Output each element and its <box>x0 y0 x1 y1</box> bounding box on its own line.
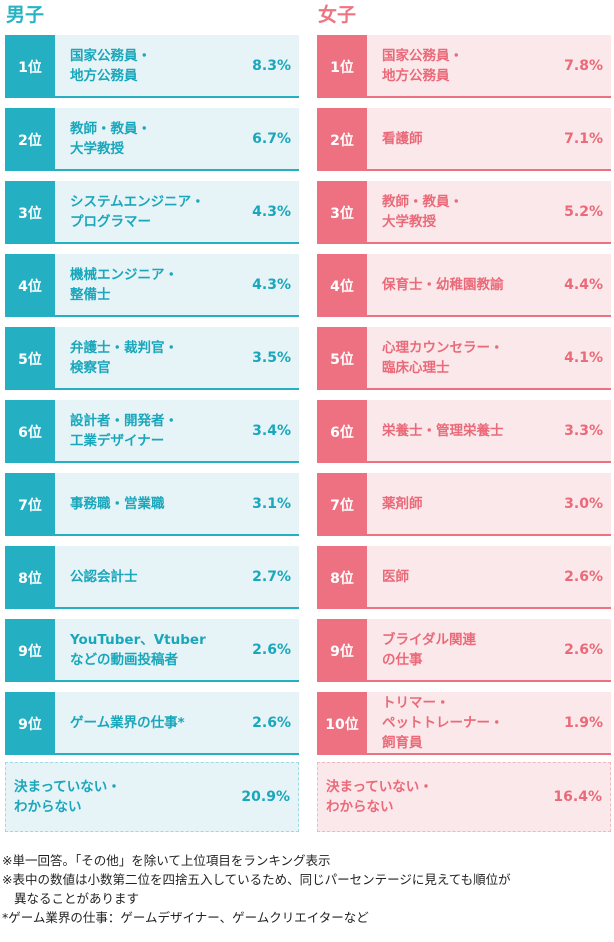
undecided-percentage: 16.4% <box>553 789 602 805</box>
occupation-name: 栄養士・管理栄養士 <box>382 422 504 439</box>
percentage: 3.1% <box>252 495 291 512</box>
ranking-row: 6位 設計者・開発者・ 工業デザイナー 3.4% <box>5 400 299 463</box>
percentage: 3.3% <box>564 422 603 439</box>
undecided-percentage: 20.9% <box>241 789 290 805</box>
ranking-row: 9位 ブライダル関連 の仕事 2.6% <box>317 619 611 682</box>
rank-badge: 3位 <box>317 181 367 244</box>
undecided-label: 決まっていない・ わからない <box>14 779 121 815</box>
percentage: 4.3% <box>252 203 291 220</box>
ranking-row: 4位 保育士・幼稚園教諭 4.4% <box>317 254 611 317</box>
percentage: 5.2% <box>564 203 603 220</box>
occupation-name: 看護師 <box>382 130 423 147</box>
ranking-row: 1位 国家公務員・ 地方公務員 7.8% <box>317 35 611 98</box>
percentage: 4.4% <box>564 276 603 293</box>
percentage: 1.9% <box>564 714 603 731</box>
percentage: 6.7% <box>252 130 291 147</box>
rank-badge: 9位 <box>5 619 55 682</box>
occupation-name: 保育士・幼稚園教諭 <box>382 276 504 293</box>
ranking-row: 10位 トリマー・ ペットトレーナー・ 飼育員 1.9% <box>317 692 611 755</box>
ranking-row: 7位 事務職・営業職 3.1% <box>5 473 299 536</box>
footnote: ※単一回答。「その他」を除いて上位項目をランキング表示 <box>2 853 331 868</box>
rank-badge: 2位 <box>5 108 55 171</box>
occupation-name: 国家公務員・ 地方公務員 <box>70 47 151 84</box>
occupation-name: ブライダル関連 の仕事 <box>382 631 476 668</box>
girls-heading: 女子 <box>318 4 357 26</box>
footnote: ※表中の数値は小数第二位を四捨五入しているため、同じパーセンテージに見えても順位… <box>2 872 511 887</box>
rank-badge: 8位 <box>317 546 367 609</box>
ranking-row: 5位 心理カウンセラー・ 臨床心理士 4.1% <box>317 327 611 390</box>
ranking-row: 2位 教師・教員・ 大学教授 6.7% <box>5 108 299 171</box>
percentage: 2.6% <box>252 641 291 658</box>
percentage: 7.8% <box>564 57 603 74</box>
undecided-row: 決まっていない・ わからない 20.9% <box>5 762 299 832</box>
percentage: 2.6% <box>564 568 603 585</box>
boys-heading: 男子 <box>6 4 45 26</box>
rank-badge: 9位 <box>5 692 55 755</box>
occupation-name: 教師・教員・ 大学教授 <box>382 193 463 230</box>
rank-badge: 7位 <box>317 473 367 536</box>
rank-badge: 3位 <box>5 181 55 244</box>
rank-badge: 1位 <box>5 35 55 98</box>
occupation-name: 弁護士・裁判官・ 検察官 <box>70 339 178 376</box>
occupation-name: 設計者・開発者・ 工業デザイナー <box>70 412 178 449</box>
occupation-name: ゲーム業界の仕事* <box>70 714 185 731</box>
footnotes: ※単一回答。「その他」を除いて上位項目をランキング表示 ※表中の数値は小数第二位… <box>2 851 610 927</box>
footnote: *ゲーム業界の仕事：ゲームデザイナー、ゲームクリエイターなど <box>2 910 369 925</box>
ranking-row: 3位 システムエンジニア・ プログラマー 4.3% <box>5 181 299 244</box>
footnote-continuation: 異なることがあります <box>14 891 140 906</box>
rank-badge: 4位 <box>5 254 55 317</box>
undecided-row: 決まっていない・ わからない 16.4% <box>317 762 611 832</box>
occupation-name: 薬剤師 <box>382 495 423 512</box>
ranking-row: 9位 ゲーム業界の仕事* 2.6% <box>5 692 299 755</box>
rank-badge: 6位 <box>317 400 367 463</box>
occupation-name: 公認会計士 <box>70 568 138 585</box>
rank-badge: 4位 <box>317 254 367 317</box>
percentage: 4.3% <box>252 276 291 293</box>
percentage: 3.0% <box>564 495 603 512</box>
percentage: 2.6% <box>252 714 291 731</box>
occupation-name: YouTuber、Vtuber などの動画投稿者 <box>70 631 206 668</box>
rank-badge: 5位 <box>5 327 55 390</box>
rank-badge: 6位 <box>5 400 55 463</box>
percentage: 2.6% <box>564 641 603 658</box>
percentage: 8.3% <box>252 57 291 74</box>
occupation-name: 心理カウンセラー・ 臨床心理士 <box>382 339 504 376</box>
occupation-name: システムエンジニア・ プログラマー <box>70 193 205 230</box>
percentage: 4.1% <box>564 349 603 366</box>
occupation-name: 国家公務員・ 地方公務員 <box>382 47 463 84</box>
ranking-row: 3位 教師・教員・ 大学教授 5.2% <box>317 181 611 244</box>
percentage: 7.1% <box>564 130 603 147</box>
rank-badge: 9位 <box>317 619 367 682</box>
ranking-row: 5位 弁護士・裁判官・ 検察官 3.5% <box>5 327 299 390</box>
rank-badge: 1位 <box>317 35 367 98</box>
percentage: 3.4% <box>252 422 291 439</box>
occupation-name: 機械エンジニア・ 整備士 <box>70 266 178 303</box>
ranking-row: 4位 機械エンジニア・ 整備士 4.3% <box>5 254 299 317</box>
occupation-name: 教師・教員・ 大学教授 <box>70 120 151 157</box>
ranking-row: 6位 栄養士・管理栄養士 3.3% <box>317 400 611 463</box>
percentage: 3.5% <box>252 349 291 366</box>
ranking-row: 8位 医師 2.6% <box>317 546 611 609</box>
rank-badge: 2位 <box>317 108 367 171</box>
occupation-name: トリマー・ ペットトレーナー・ 飼育員 <box>382 694 504 751</box>
rank-badge: 8位 <box>5 546 55 609</box>
rank-badge: 10位 <box>317 692 367 755</box>
rank-badge: 7位 <box>5 473 55 536</box>
occupation-name: 医師 <box>382 568 409 585</box>
undecided-label: 決まっていない・ わからない <box>326 779 433 815</box>
ranking-row: 7位 薬剤師 3.0% <box>317 473 611 536</box>
percentage: 2.7% <box>252 568 291 585</box>
ranking-row: 2位 看護師 7.1% <box>317 108 611 171</box>
occupation-name: 事務職・営業職 <box>70 495 165 512</box>
ranking-row: 9位 YouTuber、Vtuber などの動画投稿者 2.6% <box>5 619 299 682</box>
ranking-row: 8位 公認会計士 2.7% <box>5 546 299 609</box>
rank-badge: 5位 <box>317 327 367 390</box>
ranking-row: 1位 国家公務員・ 地方公務員 8.3% <box>5 35 299 98</box>
